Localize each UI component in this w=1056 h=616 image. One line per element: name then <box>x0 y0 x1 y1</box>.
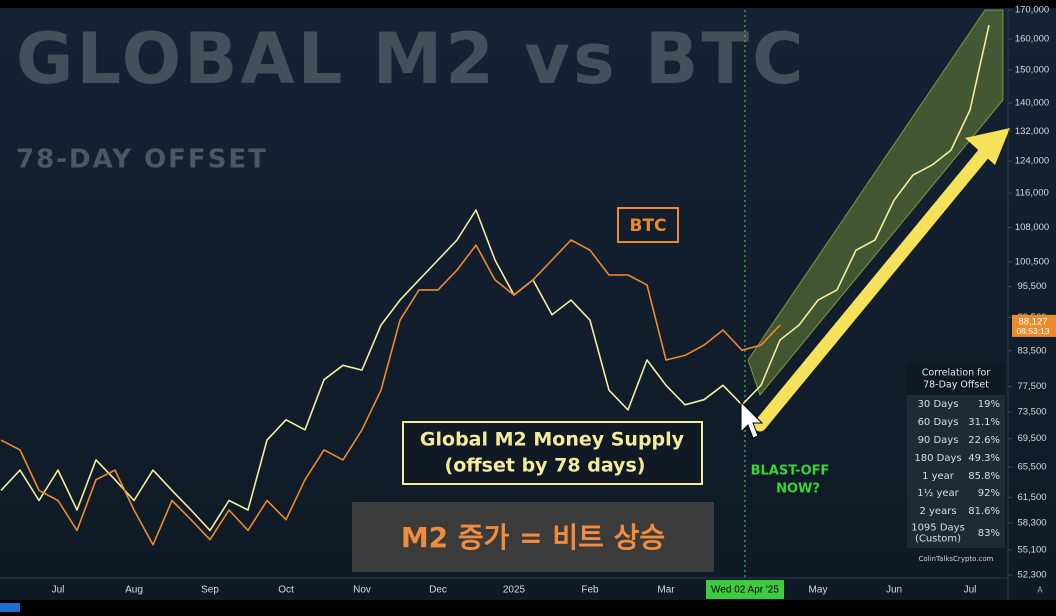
table-value: 31.1% <box>968 417 1000 428</box>
x-tick-label: May <box>809 585 828 596</box>
source: ColinTalksCrypto.com <box>919 555 994 563</box>
table-title: Correlation for <box>922 368 991 379</box>
table-value: 85.8% <box>968 471 1000 482</box>
y-tick-label: 132,000 <box>1015 126 1049 137</box>
price-tag <box>1012 314 1056 337</box>
table-label: 1095 Days (Custom) <box>911 523 965 545</box>
chart-subtitle: 78-DAY OFFSET <box>16 145 268 175</box>
y-tick-label: 69,500 <box>1017 433 1046 444</box>
table-label: 1½ year <box>917 487 959 499</box>
y-tick-label: 100,500 <box>1015 256 1049 267</box>
y-tick-label: 83,500 <box>1017 345 1046 356</box>
caption: M2 증가 = 비트 상승 <box>401 521 665 554</box>
table-label: 90 Days <box>918 435 959 446</box>
x-tick-label: Wed 02 Apr '25 <box>711 585 779 596</box>
y-tick-label: 108,000 <box>1015 222 1049 233</box>
y-tick-label: 58,300 <box>1017 517 1046 528</box>
table-rows: 30 Days 19% 60 Days 31.1% 90 Days 22.6% 180 Da… <box>911 399 1000 545</box>
price-countdown: 08:53:13 <box>1016 326 1049 336</box>
y-tick-label: 140,000 <box>1015 98 1049 109</box>
x-tick-label: Nov <box>353 585 371 596</box>
x-tick-label: Jul <box>52 585 65 596</box>
x-tick-label: Aug <box>125 585 143 596</box>
y-tick-label: 160,000 <box>1015 34 1049 45</box>
x-tick-label: 2025 <box>503 585 526 596</box>
table-label: 30 Days <box>918 399 959 410</box>
y-tick-label: 116,000 <box>1015 188 1049 199</box>
m2-label: Global M2 Money Supply <box>420 429 685 451</box>
m2-box <box>402 421 703 485</box>
x-tick-label: Sep <box>201 585 219 596</box>
background <box>0 8 1056 600</box>
series-line <box>0 239 781 546</box>
chart-title: GLOBAL M2 vs BTC <box>16 18 806 100</box>
m2-label: (offset by 78 days) <box>445 455 646 477</box>
caption-box <box>352 502 714 572</box>
x-tick-label: Dec <box>429 585 447 596</box>
price-label: 88,127 <box>1018 316 1047 327</box>
corner-mark: A <box>1037 586 1043 595</box>
table-value: 81.6% <box>968 506 1000 517</box>
table-title: 78-Day Offset <box>923 380 989 391</box>
y-tick-label: 61,500 <box>1017 492 1046 503</box>
blast-off: NOW? <box>776 482 820 497</box>
y-tick-label: 170,000 <box>1015 5 1049 16</box>
y-tick-label: 95,500 <box>1017 281 1046 292</box>
table-value: 22.6% <box>968 435 1000 446</box>
x-tick-label: Jun <box>886 585 902 596</box>
table-value: 49.3% <box>968 453 1000 464</box>
table-header <box>907 363 1005 395</box>
x-tick-label: Mar <box>657 585 675 596</box>
y-tick-label: 77,500 <box>1017 381 1046 392</box>
y-tick-label: 73,500 <box>1017 406 1046 417</box>
x-tick-label: Jul <box>964 585 977 596</box>
arrow <box>753 128 1010 432</box>
table-value: 83% <box>978 528 1000 539</box>
x-tick-label: Oct <box>278 585 294 596</box>
y-tick-label: 65,500 <box>1017 462 1046 473</box>
date-tag <box>706 580 784 599</box>
y-tick-label: 150,000 <box>1015 65 1049 76</box>
btc-label: BTC <box>629 216 666 236</box>
table-label: 60 Days <box>918 417 959 428</box>
y-tick-label: 124,000 <box>1015 156 1049 167</box>
table-label: 2 years <box>919 506 956 517</box>
cursor <box>740 400 764 439</box>
table-value: 92% <box>978 488 1000 499</box>
series-line <box>0 25 990 532</box>
table-value: 19% <box>978 399 1000 410</box>
x-tick-label: Feb <box>581 585 599 596</box>
plot <box>0 25 990 546</box>
y-tick-label: 52,300 <box>1017 570 1046 581</box>
progress-bar <box>0 603 20 612</box>
btc-box <box>617 207 679 243</box>
table-label: 180 Days <box>914 453 961 464</box>
blast-off: BLAST-OFF <box>751 464 830 479</box>
table-label: 1 year <box>922 471 955 482</box>
y-tick-label: 55,100 <box>1017 545 1046 556</box>
